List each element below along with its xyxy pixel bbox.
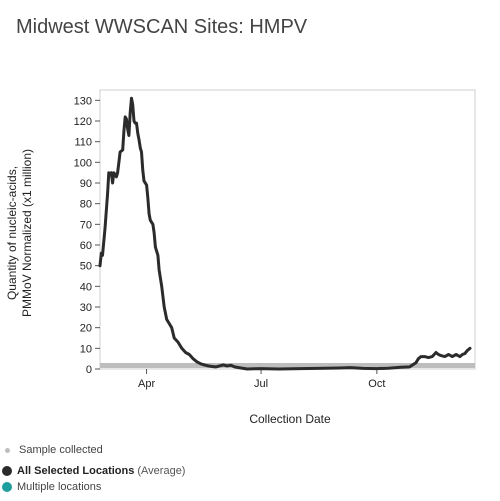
y-tick-label: 50 [80, 261, 92, 273]
legend-average-suffix: (Average) [137, 465, 186, 477]
series-lines [98, 96, 472, 371]
x-axis: Apr Jul Oct [138, 369, 385, 390]
y-tick-label: 0 [86, 364, 92, 376]
legend-average-label: All Selected Locations [17, 465, 135, 477]
x-tick-label: Oct [368, 378, 385, 390]
legend-sample-label: Sample collected [19, 444, 103, 456]
x-tick-label: Apr [138, 378, 155, 390]
y-tick-label: 60 [80, 240, 92, 252]
y-axis-label-line2: PMMoV Normalized (x1 million) [20, 149, 34, 317]
y-tick-label: 70 [80, 219, 92, 231]
legend-average: All Selected Locations (Average) [2, 465, 185, 477]
y-tick-label: 10 [80, 343, 92, 355]
chart-title: Midwest WWSCAN Sites: HMPV [16, 16, 308, 38]
y-tick-label: 20 [80, 323, 92, 335]
samples-band [100, 363, 475, 368]
x-axis-label: Collection Date [249, 412, 331, 426]
plot-frame [99, 89, 476, 370]
sample-dot-icon [5, 447, 10, 453]
y-tick-label: 80 [80, 199, 92, 211]
y-tick-label: 40 [80, 281, 92, 293]
average-dot-icon [2, 466, 12, 476]
legend-multiple: Multiple locations [2, 481, 101, 493]
legend-multiple-label: Multiple locations [17, 481, 102, 493]
x-tick-label: Jul [254, 378, 268, 390]
y-tick-label: 130 [74, 95, 92, 107]
y-axis-label-line1: Quantity of nucleic-acids, [5, 166, 19, 300]
samples-collected-band [100, 363, 475, 368]
chart-svg: 0 10 20 30 40 50 60 70 80 90 100 110 120 130 Apr Jul Oc… [5, 89, 476, 426]
multiple-dot-icon [2, 482, 12, 492]
y-tick-label: 110 [74, 137, 92, 149]
legend-sample: Sample collected [2, 444, 103, 456]
y-tick-label: 30 [80, 302, 92, 314]
y-tick-label: 90 [80, 178, 92, 190]
y-tick-label: 100 [74, 157, 92, 169]
y-tick-label: 120 [74, 116, 92, 128]
plot-border [99, 89, 476, 370]
series-line-average [98, 96, 472, 371]
y-axis: 0 10 20 30 40 50 60 70 80 90 100 110 120 130 [74, 95, 100, 376]
